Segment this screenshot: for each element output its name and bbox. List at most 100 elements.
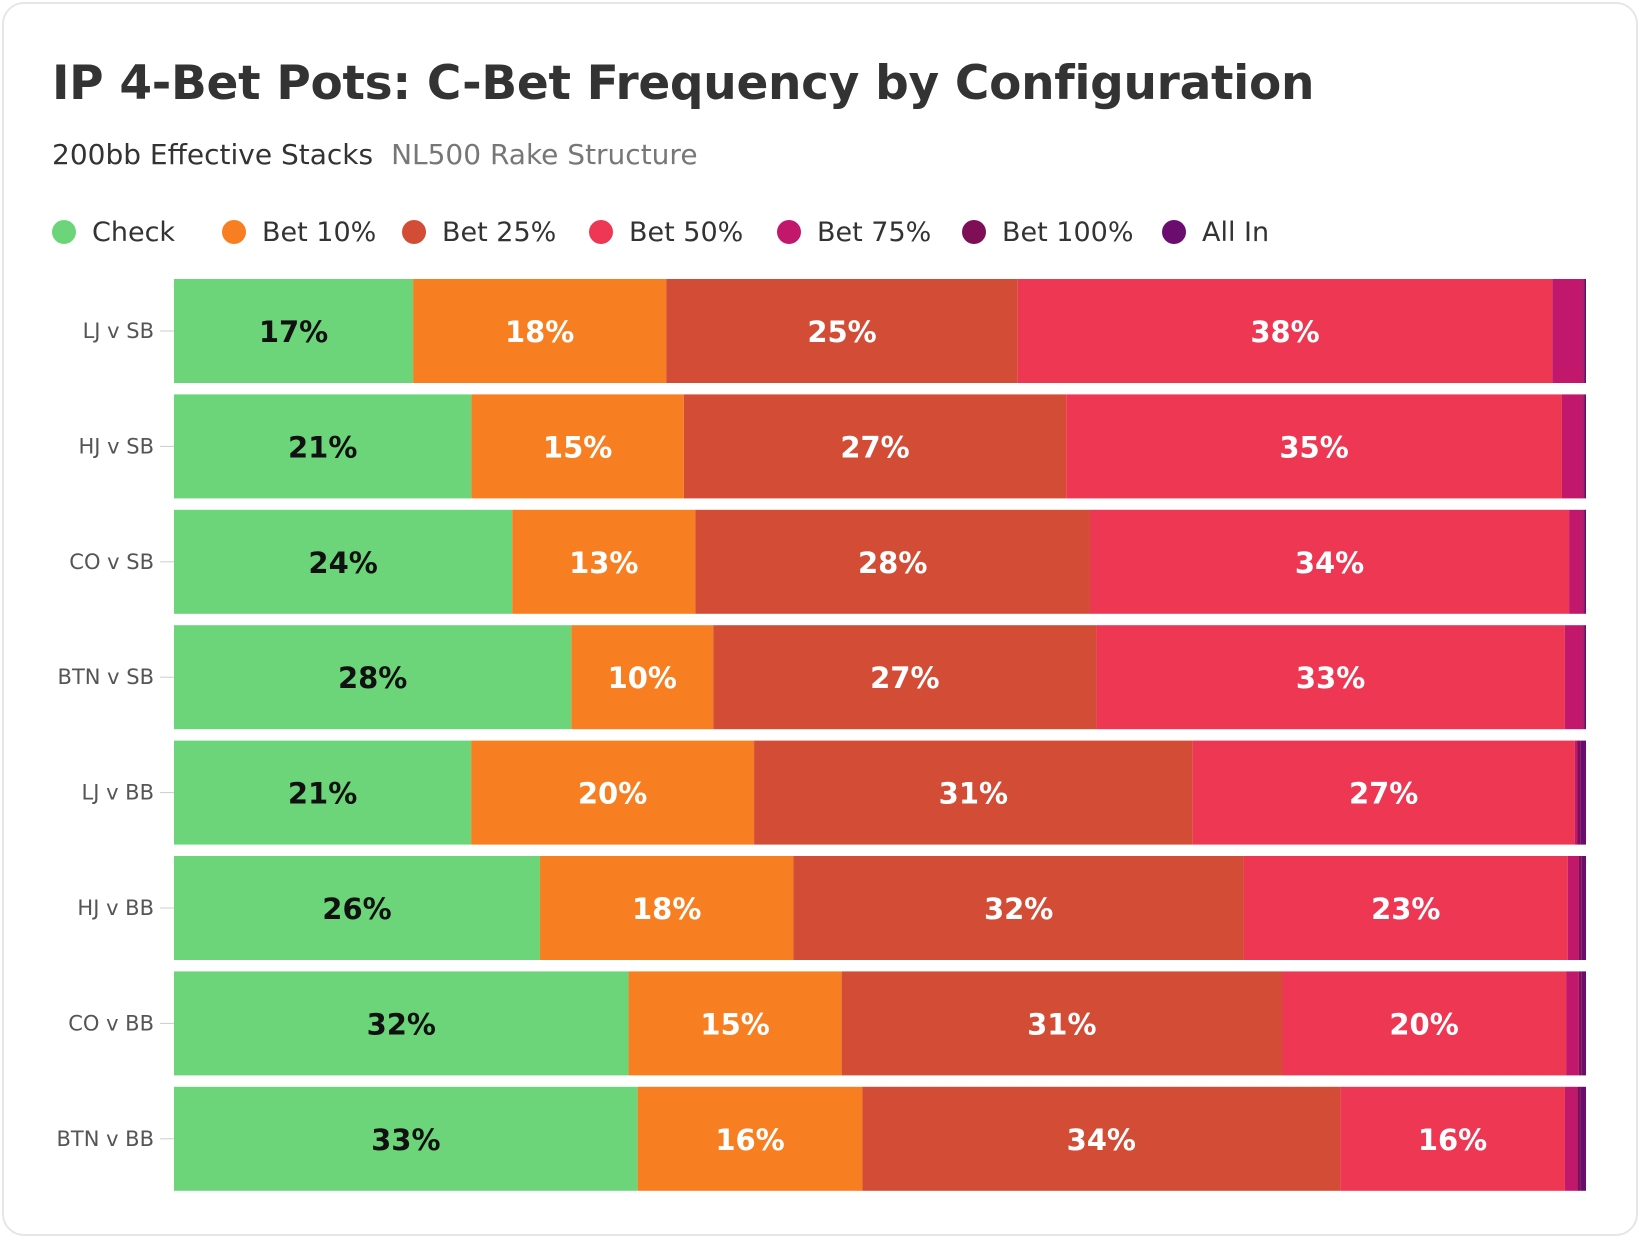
legend-item-bet-10-: Bet 10% [222,212,376,252]
bar-segment-bet-100- [1578,856,1582,960]
data-label: 21% [288,777,357,811]
legend-label: Bet 25% [442,216,557,248]
legend-label: Bet 100% [1002,216,1134,248]
bar-segment-bet-50- [1282,971,1567,1076]
bar-segment-check [174,856,541,960]
bar-segment-bet-75- [1552,279,1584,383]
bar-row: CO v SB 24% 13% 28% 34% [69,509,1586,614]
bar-segment-all-in [1584,394,1586,499]
bar-row: BTN v BB 33% 16% 34% 16% [56,1086,1586,1191]
bar-segment-bet-100- [1577,740,1581,845]
data-label: 16% [1418,1123,1487,1157]
bar-segment-bet-50- [1066,394,1562,499]
legend-item-bet-75-: Bet 75% [777,212,931,252]
bar-row: HJ v SB 21% 15% 27% 35% [79,394,1586,499]
data-label: 13% [569,546,638,580]
bar-segment-bet-25- [695,509,1090,614]
y-tick-label: LJ v BB [82,781,155,805]
legend-label: Bet 10% [262,216,377,248]
y-tick-label: CO v BB [68,1011,154,1035]
bar-segment-all-in [1584,509,1586,614]
bar-segment-bet-25- [793,856,1244,960]
data-label: 28% [338,661,407,695]
data-label: 20% [578,777,647,811]
bar-segment-bet-10- [413,279,667,383]
legend-label: Check [92,216,176,248]
y-tick-label: BTN v SB [58,665,154,689]
bar-segment-bet-75- [1561,394,1584,499]
data-label: 33% [1296,661,1365,695]
bar-segment-check [174,740,472,845]
bar-segment-all-in [1580,740,1586,845]
legend-swatch [52,220,76,244]
bar-segment-bet-75- [1564,625,1584,730]
data-label: 28% [858,546,927,580]
bar-segment-bet-25- [683,394,1067,499]
legend-item-all-in: All In [1162,212,1269,252]
bar-segment-bet-10- [628,971,842,1076]
bar-row: HJ v BB 26% 18% 32% 23% [77,856,1586,960]
bar-segment-bet-25- [754,740,1193,845]
subtitle-stacks: 200bb Effective Stacks [52,138,374,171]
y-tick-label: HJ v SB [79,434,155,458]
legend-label: Bet 50% [629,216,744,248]
data-label: 31% [939,777,1008,811]
data-label: 24% [308,546,377,580]
bar-row: LJ v BB 21% 20% 31% 27% [82,740,1586,845]
y-tick-label: LJ v SB [83,319,154,343]
data-label: 18% [632,892,701,926]
chart-subtitle: 200bb Effective Stacks NL500 Rake Structu… [52,138,698,171]
data-label: 27% [870,661,939,695]
bar-segment-bet-25- [862,1086,1341,1191]
legend-item-bet-25-: Bet 25% [402,212,556,252]
legend-swatch [1162,220,1186,244]
bar-segment-bet-25- [666,279,1018,383]
legend-swatch [222,220,246,244]
bar-segment-all-in [1584,279,1586,383]
y-tick-label: BTN v BB [56,1127,154,1151]
legend-item-check: Check [52,212,175,252]
bar-row: LJ v SB 17% 18% 25% 38% [83,279,1586,383]
bar-segment-check [174,394,472,499]
legend-label: All In [1202,216,1270,248]
legend-label: Bet 75% [817,216,932,248]
bar-segment-bet-75- [1574,740,1578,845]
bar-segment-bet-10- [571,625,714,730]
bar-segment-bet-100- [1577,1086,1581,1191]
bar-segment-bet-50- [1089,509,1570,614]
bar-segment-bet-75- [1567,856,1579,960]
data-label: 15% [543,430,612,464]
data-label: 34% [1067,1123,1136,1157]
bar-segment-bet-50- [1243,856,1568,960]
bar-segment-check [174,1086,638,1191]
bar-segment-check [174,509,513,614]
subtitle-rake: NL500 Rake Structure [391,138,698,171]
data-label: 20% [1389,1007,1458,1041]
data-label: 17% [259,315,328,349]
bar-segment-all-in [1581,856,1586,960]
bar-segment-all-in [1584,625,1586,730]
bar-segment-all-in [1581,971,1586,1076]
bar-segment-bet-75- [1564,1086,1578,1191]
data-label: 38% [1250,315,1319,349]
data-label: 27% [840,430,909,464]
bar-segment-bet-75- [1569,509,1584,614]
data-label: 21% [288,430,357,464]
legend-swatch [777,220,801,244]
bar-segment-bet-100- [1578,971,1582,1076]
bar-segment-bet-25- [841,971,1283,1076]
bar-segment-bet-10- [512,509,696,614]
bar-segment-bet-10- [540,856,794,960]
bar-segment-bet-100- [1583,625,1585,730]
bar-segment-check [174,279,414,383]
y-tick-label: CO v SB [69,550,154,574]
data-label: 31% [1027,1007,1096,1041]
bar-segment-bet-25- [713,625,1097,730]
bar-segment-bet-50- [1192,740,1575,845]
bar-segment-bet-50- [1340,1086,1565,1191]
data-label: 26% [322,892,391,926]
bar-segment-bet-50- [1096,625,1565,730]
data-label: 23% [1371,892,1440,926]
y-tick-label: HJ v BB [77,896,154,920]
